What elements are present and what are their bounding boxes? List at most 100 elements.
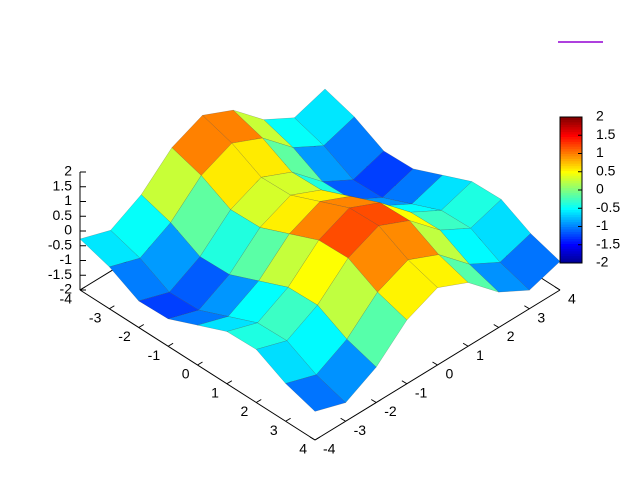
colorbar-strip: [560, 163, 582, 167]
colorbar-strip: [560, 233, 582, 237]
colorbar-strip: [560, 160, 582, 164]
x-tick: [138, 324, 145, 328]
x-tick: [109, 305, 115, 310]
x-tick-label: 1: [211, 384, 219, 400]
y-tick-label: -2: [384, 403, 397, 419]
colorbar-strip: [560, 158, 582, 162]
x-tick: [255, 399, 262, 403]
x-tick: [197, 361, 203, 366]
colorbar-strip: [560, 187, 582, 191]
colorbar-strip: [560, 148, 582, 152]
colorbar-strip: [560, 219, 582, 223]
colorbar-tick-label: 2: [596, 108, 604, 124]
colorbar-tick-label: -1: [596, 217, 609, 233]
z-tick-label: -1.5: [48, 266, 72, 282]
y-tick-label: 4: [568, 291, 576, 307]
y-tick-label: 3: [537, 309, 545, 325]
colorbar-strip: [560, 255, 582, 259]
colorbar-tick-label: -2: [596, 254, 609, 270]
colorbar-strip: [560, 209, 582, 213]
colorbar-strip: [560, 221, 582, 225]
y-tick-label: -1: [415, 384, 428, 400]
colorbar-strip: [560, 238, 582, 242]
colorbar-strip: [560, 180, 582, 184]
colorbar-strip: [560, 224, 582, 227]
colorbar-strip: [560, 146, 582, 150]
colorbar-strip: [560, 131, 582, 135]
surface-patch: [285, 374, 346, 412]
colorbar-tick-label: 1.5: [596, 126, 616, 142]
colorbar-tick-label: -1.5: [596, 235, 620, 251]
x-tick-label: 0: [182, 366, 190, 382]
z-tick-label: 1.5: [53, 177, 73, 193]
colorbar-strip: [560, 202, 582, 206]
z-tick-label: -0.5: [48, 236, 72, 252]
colorbar-tick-label: -0.5: [596, 199, 620, 215]
colorbar-strip: [560, 250, 582, 254]
colorbar-tick-label: 0.5: [596, 162, 616, 178]
colorbar-tick-label: 0: [596, 181, 604, 197]
y-tick-label: 1: [476, 347, 484, 363]
y-tick: [462, 342, 469, 347]
colorbar-strip: [560, 211, 582, 215]
y-tick-label: 2: [507, 328, 515, 344]
colorbar-strip: [560, 204, 582, 208]
x-tick-label: -3: [89, 309, 102, 325]
y-tick-label: -3: [354, 422, 367, 438]
x-tick: [285, 417, 291, 422]
colorbar-strip: [560, 248, 582, 252]
z-tick-label: -1: [60, 251, 73, 267]
colorbar-strip: [560, 134, 582, 137]
colorbar-strip: [560, 241, 582, 245]
x-tick: [167, 342, 174, 347]
x-tick-label: 4: [299, 441, 307, 457]
colorbar-strip: [560, 194, 582, 198]
y-tick-label: 0: [446, 366, 454, 382]
colorbar-strip: [560, 129, 582, 133]
y-tick: [554, 286, 561, 291]
colorbar-strip: [560, 175, 582, 179]
colorbar-strip: [560, 153, 582, 157]
colorbar-strip: [560, 197, 582, 201]
colorbar-strip: [560, 207, 582, 210]
y-tick: [524, 305, 530, 310]
y-tick: [401, 380, 408, 385]
colorbar-strip: [560, 192, 582, 196]
colorbar-strip: [560, 151, 582, 154]
colorbar-strip: [560, 190, 582, 193]
x-tick-label: 3: [270, 422, 278, 438]
y-tick: [340, 417, 346, 422]
colorbar-strip: [560, 155, 582, 159]
x-tick-label: -1: [148, 347, 161, 363]
colorbar-strip: [560, 138, 582, 142]
colorbar-strip: [560, 143, 582, 147]
colorbar-strip: [560, 136, 582, 140]
x-tick-label: -2: [118, 328, 131, 344]
colorbar-strip: [560, 236, 582, 240]
colorbar-strip: [560, 117, 582, 120]
colorbar-strip: [560, 121, 582, 125]
z-tick-label: 2: [64, 163, 72, 179]
colorbar-tick-label: 1: [596, 144, 604, 160]
x-tick-label: -4: [60, 291, 73, 307]
colorbar-strip: [560, 226, 582, 230]
y-tick-label: -4: [323, 441, 336, 457]
colorbar-strip: [560, 260, 582, 264]
z-tick-label: 0: [64, 222, 72, 238]
colorbar-strip: [560, 258, 582, 262]
colorbar-strip: [560, 119, 582, 123]
z-tick-label: 0.5: [53, 207, 73, 223]
y-tick: [370, 399, 377, 403]
colorbar-strip: [560, 228, 582, 232]
colorbar-strip: [560, 216, 582, 220]
colorbar-strip: [560, 182, 582, 186]
colorbar-strip: [560, 231, 582, 235]
colorbar-strip: [560, 177, 582, 181]
z-tick-label: 1: [64, 192, 72, 208]
y-tick: [309, 436, 316, 441]
colorbar-strip: [560, 185, 582, 189]
x-tick: [226, 380, 233, 385]
colorbar-strip: [560, 214, 582, 218]
colorbar-strip: [560, 172, 582, 176]
